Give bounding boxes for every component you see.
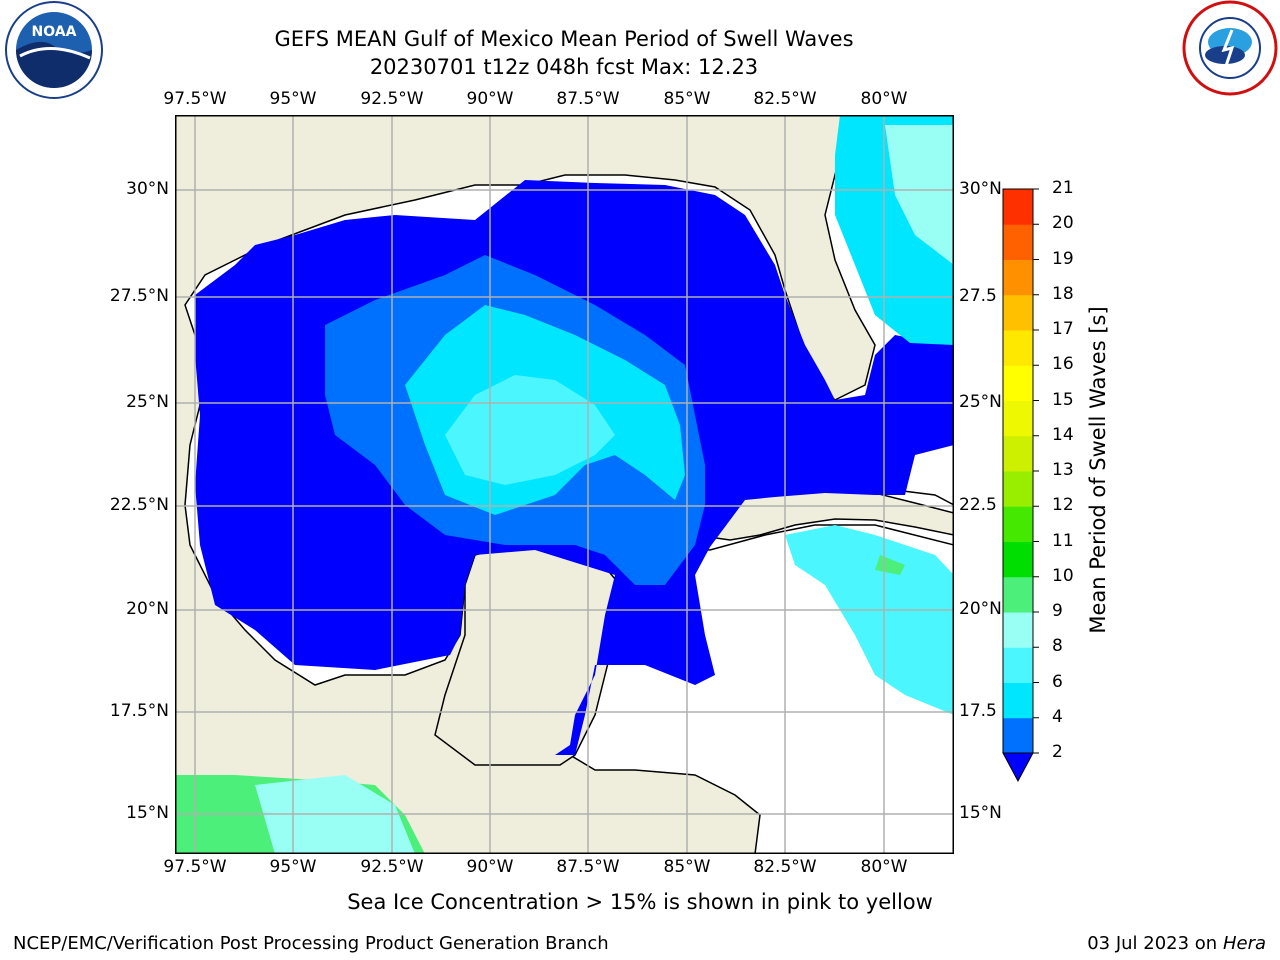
colorbar-segment xyxy=(1003,682,1033,719)
colorbar-segment xyxy=(1003,506,1033,542)
lat-label-right: 17.5 xyxy=(959,701,997,721)
gridlines xyxy=(175,115,954,854)
colorbar-segment xyxy=(1003,647,1033,683)
colorbar-segment xyxy=(1003,541,1033,578)
lat-label-right: 25°N xyxy=(959,392,1002,412)
colorbar-tick-label: 21 xyxy=(1052,178,1074,198)
footer-date-text: 03 Jul 2023 on xyxy=(1087,933,1223,954)
lon-label-top: 80°W xyxy=(860,89,908,109)
swell-period-map xyxy=(175,115,954,854)
colorbar xyxy=(1002,188,1039,783)
colorbar-segment xyxy=(1003,717,1033,754)
map-subtitle: 20230701 t12z 048h fcst Max: 12.23 xyxy=(369,55,759,79)
colorbar-tick-label: 6 xyxy=(1052,671,1063,692)
footer-credit: NCEP/EMC/Verification Post Processing Pr… xyxy=(13,933,609,954)
colorbar-segment xyxy=(1003,189,1033,225)
lon-label-top: 90°W xyxy=(466,89,514,109)
colorbar-tick-label: 14 xyxy=(1052,424,1074,445)
colorbar-tick-label: 10 xyxy=(1052,565,1074,586)
lon-label-bottom: 80°W xyxy=(860,857,908,877)
colorbar-tick-label: 16 xyxy=(1052,354,1074,375)
lon-label-top: 87.5°W xyxy=(556,89,620,109)
footer-date: 03 Jul 2023 on Hera xyxy=(1087,933,1266,954)
lon-label-top: 95°W xyxy=(269,89,317,109)
colorbar-tick-label: 15 xyxy=(1052,389,1074,410)
colorbar-tick-label: 9 xyxy=(1052,601,1063,621)
colorbar-segment xyxy=(1003,576,1033,613)
nws-logo xyxy=(1180,0,1280,104)
colorbar-tick-label: 12 xyxy=(1052,495,1074,516)
colorbar-tick-label: 17 xyxy=(1052,319,1074,339)
colorbar-under-arrow xyxy=(1002,752,1034,783)
colorbar-segment xyxy=(1003,400,1033,437)
sea-ice-note: Sea Ice Concentration > 15% is shown in … xyxy=(347,890,933,914)
lon-label-top: 97.5°W xyxy=(163,89,227,109)
colorbar-segment xyxy=(1003,330,1033,366)
colorbar-segment xyxy=(1003,294,1033,331)
footer-host: Hera xyxy=(1222,933,1266,954)
lat-label-left: 22.5°N xyxy=(109,495,169,515)
lat-label-left: 15°N xyxy=(126,803,169,823)
lon-label-top: 85°W xyxy=(663,89,711,109)
swell-caribbean-green xyxy=(875,555,905,575)
swell-caribbean xyxy=(785,525,954,715)
lat-label-right: 15°N xyxy=(959,803,1002,823)
colorbar-tick-label: 11 xyxy=(1052,530,1074,551)
lat-label-right: 22.5 xyxy=(959,495,997,515)
colorbar-tick-label: 19 xyxy=(1052,248,1074,269)
lat-label-left: 30°N xyxy=(126,179,169,199)
lon-label-top: 82.5°W xyxy=(753,89,817,109)
colorbar-segment xyxy=(1003,612,1033,648)
lon-label-bottom: 92.5°W xyxy=(360,857,424,877)
lat-label-right: 20°N xyxy=(959,599,1002,619)
lon-label-bottom: 85°W xyxy=(663,857,711,877)
colorbar-tick-label: 8 xyxy=(1052,636,1063,657)
noaa-logo: NOAA xyxy=(0,0,108,106)
map-title: GEFS MEAN Gulf of Mexico Mean Period of … xyxy=(274,27,854,51)
lat-label-left: 25°N xyxy=(126,392,169,412)
colorbar-segment xyxy=(1003,471,1033,507)
colorbar-tick-label: 20 xyxy=(1052,213,1074,234)
lat-label-right: 27.5 xyxy=(959,286,997,306)
lon-label-bottom: 90°W xyxy=(466,857,514,877)
colorbar-segment xyxy=(1003,435,1033,472)
colorbar-tick-label: 4 xyxy=(1052,706,1063,727)
colorbar-tick-label: 2 xyxy=(1052,742,1063,762)
lon-label-bottom: 95°W xyxy=(269,857,317,877)
lon-label-bottom: 97.5°W xyxy=(163,857,227,877)
lat-label-left: 20°N xyxy=(126,599,169,619)
lat-label-right: 30°N xyxy=(959,179,1002,199)
lat-label-left: 17.5°N xyxy=(109,701,169,721)
lon-label-bottom: 87.5°W xyxy=(556,857,620,877)
colorbar-segment xyxy=(1003,224,1033,260)
swell-atlantic-light xyxy=(885,125,954,265)
lon-label-bottom: 82.5°W xyxy=(753,857,817,877)
colorbar-tick-label: 13 xyxy=(1052,460,1074,480)
lat-label-left: 27.5°N xyxy=(109,286,169,306)
colorbar-segment xyxy=(1003,259,1033,296)
lon-label-top: 92.5°W xyxy=(360,89,424,109)
colorbar-segment xyxy=(1003,365,1033,401)
svg-text:NOAA: NOAA xyxy=(32,24,77,40)
colorbar-label: Mean Period of Swell Waves [s] xyxy=(1086,306,1110,634)
colorbar-tick-label: 18 xyxy=(1052,283,1074,304)
